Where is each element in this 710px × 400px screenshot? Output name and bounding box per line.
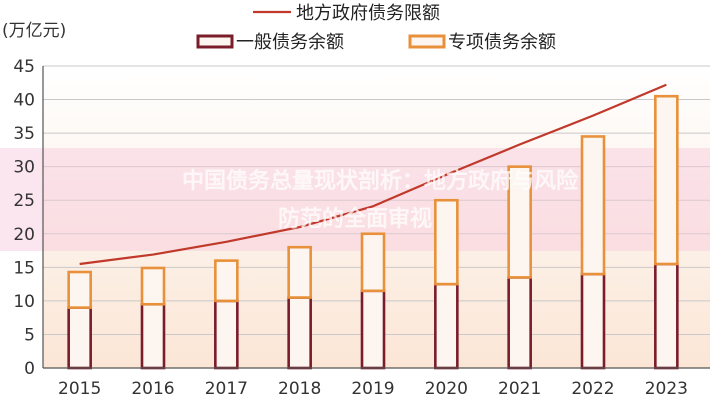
bar-special: [654, 94, 679, 266]
y-tick-label: 25: [13, 191, 35, 211]
bar-special: [287, 245, 312, 299]
bar-general: [360, 289, 386, 370]
tick-labels: 0 5 10 15 20 25 30 35 40 45 2015 2016 2017 2018 2019 20…: [13, 57, 688, 399]
unit-label: (万亿元): [2, 21, 66, 41]
bar-special: [360, 232, 386, 293]
x-tick-label: 2018: [278, 379, 321, 399]
y-tick-label: 30: [13, 158, 35, 178]
x-tick-label: 2015: [58, 379, 101, 399]
bar-special: [140, 266, 166, 306]
bar-general: [287, 296, 312, 370]
x-tick-label: 2023: [645, 379, 688, 399]
bar-special: [67, 270, 92, 309]
x-tick-label: 2017: [205, 379, 248, 399]
legend-label-limit: 地方政府债务限额: [296, 3, 440, 24]
y-tick-label: 35: [13, 124, 35, 144]
bar-special: [434, 198, 459, 286]
bar-general: [507, 276, 532, 370]
x-tick-label: 2019: [351, 379, 394, 399]
x-tick-label: 2020: [425, 379, 468, 399]
y-tick-label: 10: [13, 292, 35, 312]
y-tick-label: 45: [13, 57, 35, 77]
x-tick-label: 2022: [571, 379, 614, 399]
watermark-title: 中国债务总量现状剖析：地方政府与风险: [182, 168, 579, 194]
bar-special: [580, 135, 606, 276]
legend-swatch-general: [196, 34, 234, 49]
y-tick-label: 15: [13, 258, 35, 278]
y-tick-label: 20: [13, 225, 35, 245]
bar-general: [140, 302, 166, 370]
line-series-limit: [79, 83, 667, 266]
y-tick-label: 40: [13, 91, 35, 111]
y-tick-label: 0: [24, 359, 35, 379]
bar-general: [654, 262, 679, 370]
axes: [42, 66, 710, 369]
y-tick-label: 5: [24, 325, 35, 345]
bar-general: [434, 282, 459, 370]
bar-general: [214, 299, 239, 370]
x-tick-label: 2016: [131, 379, 174, 399]
legend-label-general: 一般债务余额: [236, 32, 344, 53]
bar-general: [67, 306, 92, 370]
legend-label-special: 专项债务余额: [448, 32, 556, 53]
limit-line: [79, 83, 667, 266]
bar-special: [214, 259, 239, 303]
watermark-subtitle: 防范的全面审视: [278, 206, 432, 232]
x-tick-label: 2021: [498, 379, 541, 399]
bars: [67, 94, 679, 370]
bar-special: [507, 165, 532, 279]
bar-general: [580, 272, 606, 370]
legend: 地方政府债务限额 一般债务余额 专项债务余额: [196, 3, 556, 53]
legend-swatch-special: [408, 34, 446, 49]
